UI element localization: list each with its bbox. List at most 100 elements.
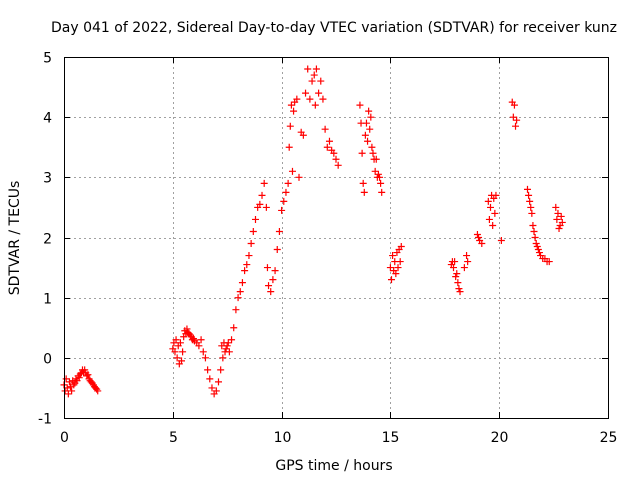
data-point	[275, 227, 283, 235]
data-point	[455, 285, 463, 293]
data-point	[489, 221, 497, 229]
data-point	[531, 234, 539, 241]
data-points	[60, 65, 566, 398]
y-tick-label: 5	[43, 51, 52, 67]
data-point	[171, 348, 179, 356]
y-tick-label: 3	[43, 171, 52, 187]
data-point	[485, 215, 493, 223]
data-point	[557, 212, 565, 220]
data-point	[267, 288, 275, 296]
data-point	[64, 390, 72, 398]
data-point	[183, 325, 191, 333]
data-point	[222, 345, 230, 353]
data-point	[359, 179, 367, 187]
data-point	[204, 366, 212, 374]
data-point	[234, 294, 242, 302]
data-point	[243, 261, 251, 269]
data-point	[295, 173, 303, 181]
data-point	[534, 246, 542, 254]
data-point	[178, 357, 186, 365]
data-point	[173, 354, 181, 362]
data-point	[492, 191, 500, 199]
data-point	[315, 89, 323, 97]
data-point	[278, 206, 286, 214]
data-point	[75, 374, 83, 382]
data-point	[512, 122, 520, 130]
x-tick-label: 0	[60, 430, 69, 446]
data-point	[304, 65, 312, 73]
data-point	[376, 173, 384, 181]
data-point	[238, 279, 246, 287]
data-point	[361, 131, 369, 139]
data-point	[374, 170, 382, 178]
data-point	[214, 378, 222, 386]
data-point	[332, 155, 340, 163]
data-point	[552, 203, 560, 211]
data-point	[533, 243, 541, 251]
data-point	[228, 336, 236, 344]
y-tick-labels: -1 0 1 2 3 4 5	[38, 51, 52, 428]
data-point	[529, 221, 537, 229]
data-point	[356, 101, 364, 109]
data-point	[317, 77, 325, 85]
data-point	[372, 155, 380, 163]
data-point	[510, 101, 518, 109]
data-point	[528, 209, 536, 217]
data-point	[450, 264, 458, 272]
data-point	[311, 101, 319, 109]
data-point	[62, 375, 70, 383]
data-point	[554, 209, 562, 217]
data-point	[258, 191, 266, 199]
axis-ticks	[64, 57, 609, 419]
data-point	[249, 227, 257, 235]
data-point	[94, 387, 102, 395]
data-point	[484, 197, 492, 205]
data-point	[245, 252, 253, 260]
data-point	[269, 276, 277, 284]
y-tick-label: 4	[43, 111, 52, 127]
data-point	[321, 125, 329, 133]
data-point	[378, 188, 386, 196]
data-point	[366, 125, 374, 133]
data-point	[555, 224, 563, 232]
data-point	[497, 237, 505, 245]
data-point	[225, 348, 233, 356]
data-point	[284, 179, 292, 187]
data-point	[451, 258, 459, 266]
data-point	[397, 243, 405, 251]
data-point	[172, 336, 180, 344]
data-point	[302, 89, 310, 97]
data-point	[525, 191, 533, 199]
data-point	[330, 149, 338, 157]
data-point	[532, 240, 540, 248]
data-point	[334, 161, 342, 169]
data-point	[463, 252, 471, 260]
data-point	[212, 387, 220, 395]
x-tick-label: 15	[382, 430, 400, 446]
data-point	[256, 200, 264, 208]
data-point	[526, 197, 534, 205]
data-point	[389, 252, 397, 260]
data-point	[263, 264, 271, 272]
data-point	[452, 273, 460, 281]
data-point	[265, 282, 273, 290]
data-point	[288, 167, 296, 175]
x-tick-label: 20	[491, 430, 509, 446]
data-point	[179, 348, 187, 356]
data-point	[306, 95, 314, 103]
data-point	[299, 131, 307, 139]
data-point	[310, 71, 318, 79]
data-point	[558, 218, 566, 226]
data-point	[371, 167, 379, 175]
y-tick-label: -1	[38, 412, 52, 428]
data-point	[368, 143, 376, 151]
data-point	[478, 240, 486, 248]
data-point	[223, 342, 231, 350]
grid	[64, 57, 608, 418]
data-point	[247, 240, 255, 248]
data-point	[509, 113, 517, 121]
data-point	[260, 179, 268, 187]
data-point	[236, 288, 244, 296]
